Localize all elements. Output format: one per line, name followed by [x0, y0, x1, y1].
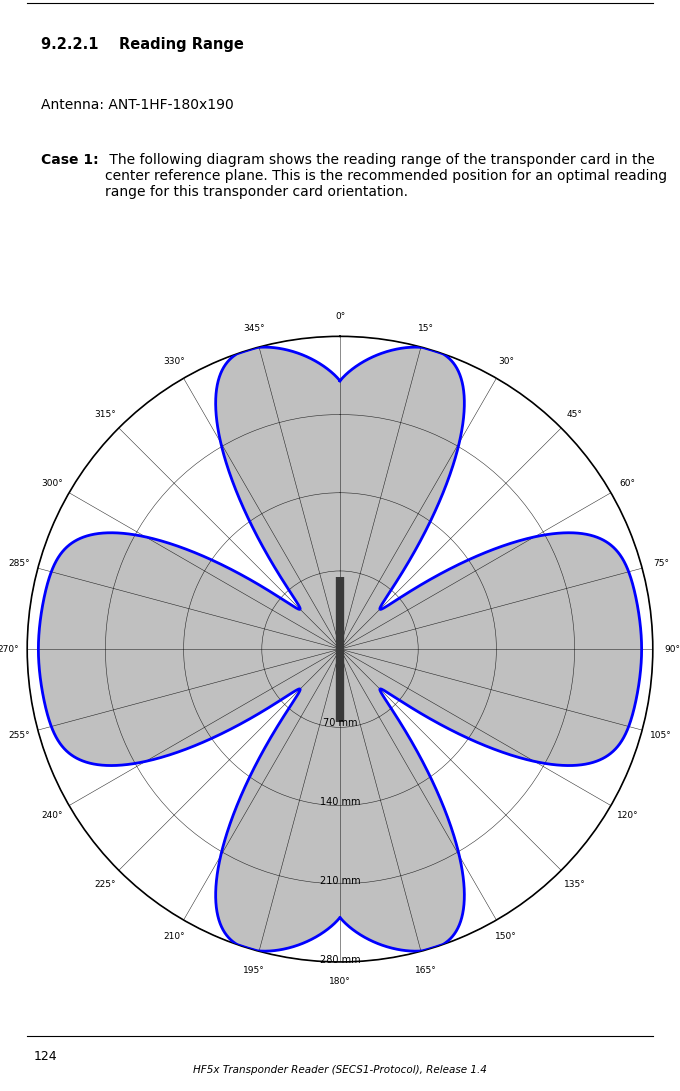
Text: 140 mm: 140 mm	[320, 798, 360, 807]
Text: Case 1:: Case 1:	[41, 153, 99, 167]
Text: 210 mm: 210 mm	[320, 876, 360, 886]
Polygon shape	[38, 347, 642, 951]
Text: 9.2.2.1    Reading Range: 9.2.2.1 Reading Range	[41, 37, 243, 51]
Text: 280 mm: 280 mm	[320, 955, 360, 966]
Text: HF5x Transponder Reader (SECS1-Protocol), Release 1.4: HF5x Transponder Reader (SECS1-Protocol)…	[193, 1065, 487, 1075]
Text: 70 mm: 70 mm	[323, 718, 357, 728]
Text: 124: 124	[34, 1051, 58, 1063]
Text: Antenna: ANT-1HF-180x190: Antenna: ANT-1HF-180x190	[41, 98, 233, 111]
Text: The following diagram shows the reading range of the transponder card in the cen: The following diagram shows the reading …	[105, 153, 668, 200]
